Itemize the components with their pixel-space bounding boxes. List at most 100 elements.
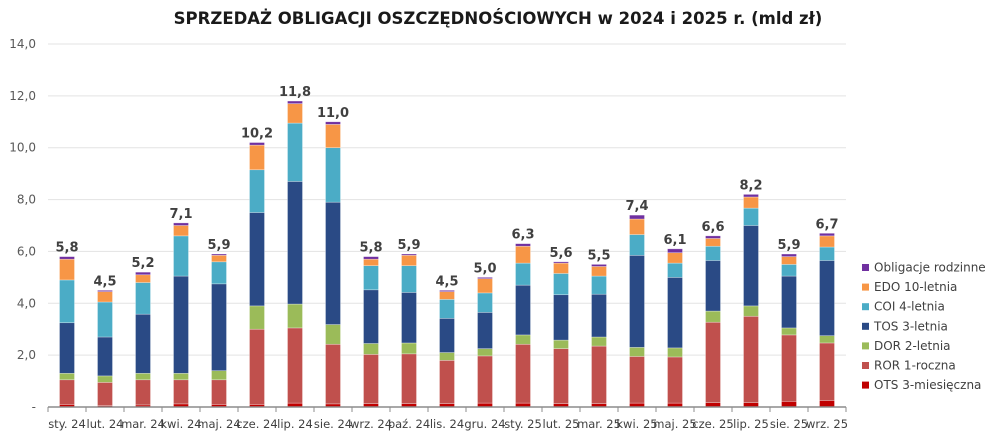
bar-segment <box>249 142 265 146</box>
bar-segment <box>325 147 341 203</box>
bars: 5,8 4,5 5,2 7,1 5,9 10,2 11,8 11,0 5,8 5,9 4,5 5,0 6… <box>55 85 839 408</box>
bar-segment <box>287 303 303 329</box>
bar-segment <box>477 292 493 313</box>
bar-segment <box>173 379 189 405</box>
bar-segment <box>97 336 113 377</box>
bar-segment <box>401 253 417 256</box>
legend: Obligacje rodzinne EDO 10-letnia COI 4-let… <box>862 261 986 392</box>
x-tick-label: paź. 24 <box>388 417 430 431</box>
bar-segment <box>477 312 493 349</box>
bar-segment <box>781 400 797 408</box>
bar-segment <box>363 289 379 344</box>
total-label: 6,7 <box>815 217 838 232</box>
bar-segment <box>553 348 569 404</box>
bar-segment <box>173 235 189 277</box>
x-tick-label: cze. 25 <box>692 417 733 431</box>
x-tick-label: sty. 24 <box>48 417 86 431</box>
x-tick-label: lis. 24 <box>430 417 464 431</box>
bar-segment <box>743 225 759 307</box>
bar-segment <box>211 379 227 405</box>
bar-segment <box>705 238 721 247</box>
x-tick-label: wrz. 24 <box>350 417 392 431</box>
bar-segment <box>515 343 531 404</box>
bar-segment <box>135 271 151 276</box>
bar-segment <box>363 354 379 404</box>
legend-swatch <box>862 264 869 271</box>
chart-title: SPRZEDAŻ OBLIGACJI OSZCZĘDNOŚCIOWYCH w 2… <box>174 9 823 28</box>
y-tick-label: 12,0 <box>9 89 36 103</box>
x-tick-label: sie. 24 <box>314 417 352 431</box>
bar-segment <box>363 265 379 291</box>
bar-segment <box>667 277 683 349</box>
bar-segment <box>781 334 797 402</box>
legend-label: DOR 2-letnia <box>874 339 951 353</box>
total-label: 5,9 <box>207 238 230 253</box>
bar-segment <box>59 372 75 381</box>
bar-segment <box>59 258 75 281</box>
bar-segment <box>553 339 569 349</box>
total-label: 5,8 <box>55 241 78 256</box>
bar-segment <box>629 214 645 220</box>
bar-segment <box>97 375 113 383</box>
bar-segment <box>249 305 265 330</box>
x-tick-label: kwi. 25 <box>616 417 657 431</box>
bar-segment <box>59 256 75 260</box>
bar-segment <box>401 292 417 344</box>
bar-segment <box>173 372 189 381</box>
bar-segment <box>249 169 265 213</box>
bar-segment <box>59 279 75 324</box>
bar-segment <box>249 328 265 405</box>
bar-segment <box>629 218 645 235</box>
y-tick-label: 8,0 <box>17 193 36 207</box>
bar-segment <box>287 103 303 124</box>
legend-label: OTS 3-miesięczna <box>874 378 981 392</box>
bar-segment <box>439 290 455 292</box>
bar-segment <box>743 207 759 226</box>
legend-swatch <box>862 283 869 291</box>
bar-segment <box>211 261 227 285</box>
bar-segment <box>97 382 113 407</box>
x-tick-label: kwi. 24 <box>160 417 201 431</box>
bar-segment <box>781 256 797 265</box>
total-label: 5,9 <box>777 238 800 253</box>
bar-segment <box>629 347 645 357</box>
bar-segment <box>705 235 721 239</box>
bar-segment <box>629 255 645 348</box>
bar-segment <box>591 275 607 295</box>
bar-segment <box>135 282 151 315</box>
bar-segment <box>363 343 379 355</box>
legend-swatch <box>862 342 869 350</box>
bar-segment <box>325 121 341 125</box>
x-tick-label: maj. 24 <box>197 417 240 431</box>
bar-segment <box>97 290 113 292</box>
bar-segment <box>591 336 607 347</box>
bar-segment <box>211 370 227 381</box>
y-tick-label: 14,0 <box>9 37 36 51</box>
bar-segment <box>325 201 341 325</box>
bar-segment <box>477 278 493 294</box>
bar-segment <box>135 379 151 406</box>
total-label: 4,5 <box>435 274 458 289</box>
legend-swatch <box>862 362 869 369</box>
bar-segment <box>325 343 341 405</box>
bar-segment <box>743 305 759 317</box>
bar-segment <box>211 253 227 256</box>
bar-segment <box>173 275 189 374</box>
total-label: 6,3 <box>511 228 534 243</box>
bar-segment <box>135 372 151 381</box>
x-tick-label: wrz. 25 <box>806 417 848 431</box>
legend-label: EDO 10-letnia <box>874 280 957 294</box>
bar-segment <box>211 255 227 263</box>
y-tick-label: 2,0 <box>17 348 36 362</box>
bar-segment <box>439 352 455 361</box>
bar-segment <box>477 348 493 357</box>
bar-segment <box>667 248 683 254</box>
bar-segment <box>287 181 303 305</box>
bar-segment <box>59 322 75 374</box>
bar-segment <box>439 360 455 404</box>
total-label: 5,5 <box>587 248 610 263</box>
x-tick-label: sie. 25 <box>770 417 808 431</box>
bar-segment <box>401 265 417 293</box>
bar-segment <box>135 274 151 283</box>
x-tick-label: maj. 25 <box>653 417 696 431</box>
